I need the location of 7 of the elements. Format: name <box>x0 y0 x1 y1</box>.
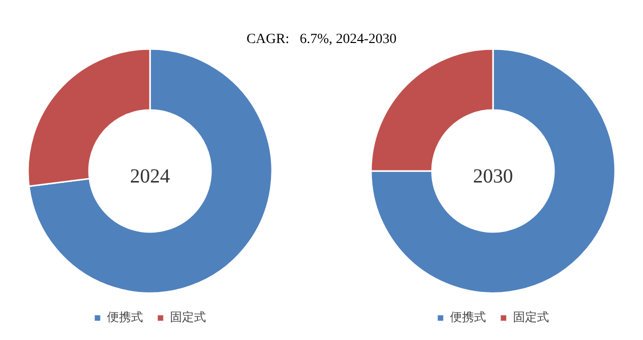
legend-label: 便携式 <box>107 310 143 324</box>
text: 2030 <box>473 165 513 188</box>
text: CAGR: 6.7%, 2024-2030 <box>245 32 398 48</box>
legend-label: 固定式 <box>513 310 549 324</box>
text: 2024 <box>130 165 170 188</box>
legend-label: 便携式 <box>450 310 486 324</box>
legend-label: 固定式 <box>170 310 206 324</box>
